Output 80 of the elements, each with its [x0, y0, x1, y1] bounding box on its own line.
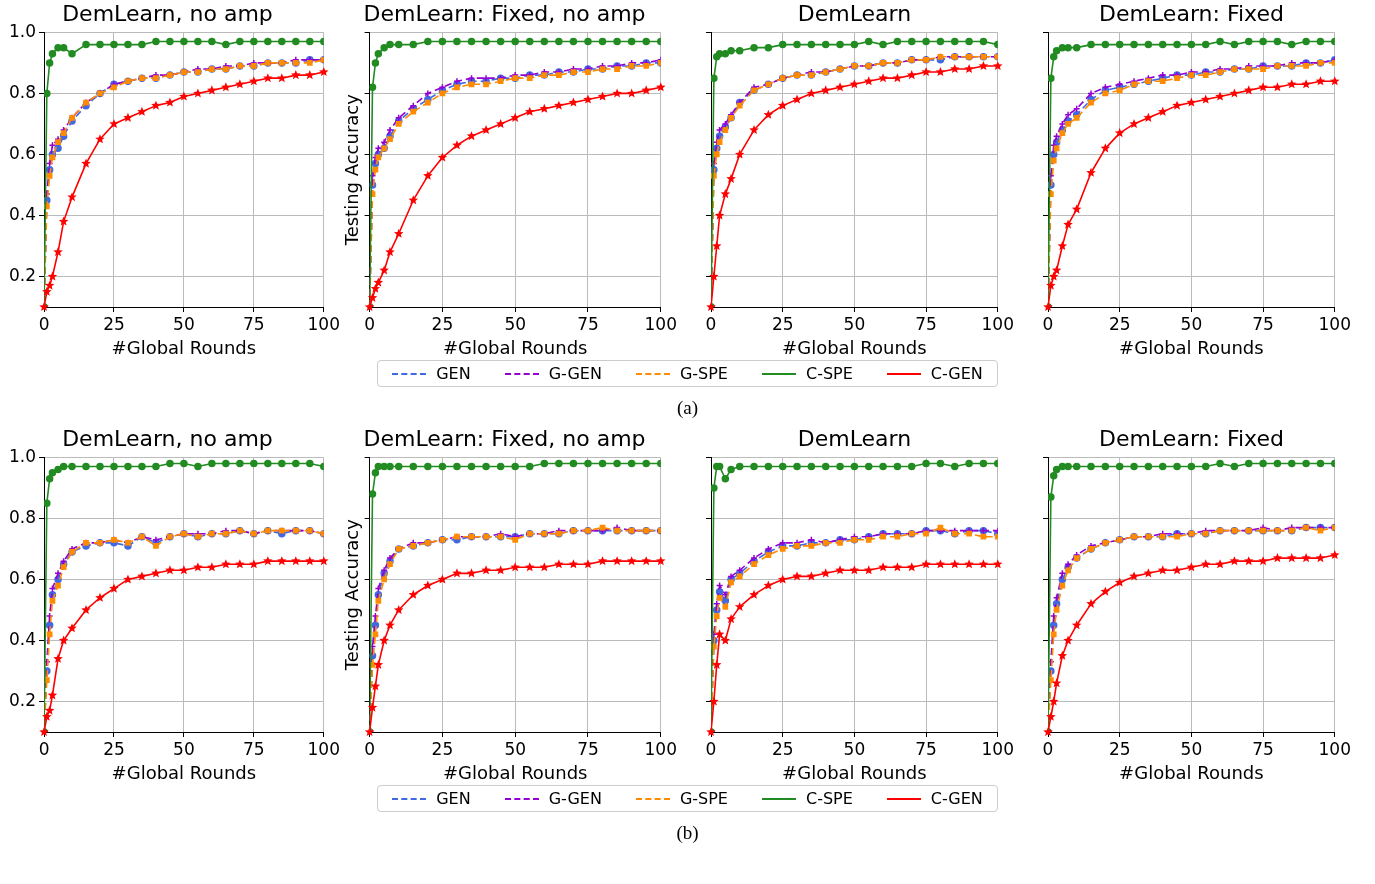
- x-tick-label: 50: [1180, 313, 1203, 334]
- x-tick-label: 100: [307, 738, 340, 759]
- x-tick-label: 50: [173, 313, 195, 334]
- x-tick-label: 50: [173, 738, 195, 759]
- y-tick-label: 0.6: [8, 142, 37, 163]
- x-tick-label: 0: [38, 738, 50, 759]
- y-tick-label: 0.4: [8, 628, 37, 649]
- x-tick-label: 75: [915, 313, 937, 334]
- x-tick-label: 25: [431, 313, 454, 334]
- x-tick-label: 0: [364, 313, 376, 334]
- chart-title: DemLearn: Fixed, no amp: [363, 425, 646, 451]
- y-tick-label: 1.0: [8, 445, 37, 466]
- x-tick-label: 25: [103, 313, 125, 334]
- x-tick-label: 50: [504, 313, 527, 334]
- x-axis-title: #Global Rounds: [782, 761, 927, 783]
- legend-label: G-SPE: [679, 364, 728, 383]
- x-tick-label: 50: [1180, 738, 1203, 759]
- x-tick-label: 25: [1108, 738, 1131, 759]
- x-tick-label: 75: [243, 738, 265, 759]
- y-tick-label: 0.8: [8, 81, 37, 102]
- x-tick-label: 100: [1318, 738, 1351, 759]
- y-axis-title: Testing Accuracy: [341, 93, 363, 247]
- x-tick-label: 50: [843, 313, 866, 334]
- x-axis-title: #Global Rounds: [111, 761, 257, 783]
- x-tick-label: 50: [504, 738, 527, 759]
- y-tick-label: 0.4: [8, 203, 37, 224]
- legend-label: C-GEN: [930, 789, 983, 808]
- y-tick-label: 0.2: [8, 264, 37, 285]
- x-tick-label: 75: [577, 313, 599, 334]
- x-tick-label: 0: [38, 313, 50, 334]
- x-tick-label: 100: [307, 313, 340, 334]
- chart-title: DemLearn: [797, 425, 912, 451]
- chart-title: DemLearn: [797, 0, 912, 26]
- text: (a): [676, 397, 699, 419]
- chart-title: DemLearn: Fixed: [1099, 425, 1284, 451]
- y-tick-label: 0.6: [8, 567, 37, 588]
- chart-title: DemLearn: Fixed, no amp: [363, 0, 646, 26]
- x-axis-title: #Global Rounds: [1119, 336, 1264, 358]
- text: (b): [676, 822, 699, 844]
- y-tick-label: 0.8: [8, 506, 37, 527]
- legend-label: GEN: [436, 789, 471, 808]
- x-tick-label: 0: [705, 313, 717, 334]
- x-tick-label: 0: [1042, 313, 1054, 334]
- chart-title: DemLearn, no amp: [62, 425, 273, 451]
- x-axis-title: #Global Rounds: [111, 336, 257, 358]
- x-tick-label: 75: [1252, 313, 1274, 334]
- legend-label: G-GEN: [548, 364, 602, 383]
- chart-title: DemLearn, no amp: [62, 0, 273, 26]
- x-tick-label: 25: [431, 738, 454, 759]
- x-tick-label: 75: [243, 313, 265, 334]
- x-tick-label: 0: [364, 738, 376, 759]
- x-tick-label: 100: [1318, 313, 1351, 334]
- x-tick-label: 100: [644, 738, 677, 759]
- x-tick-label: 0: [1042, 738, 1054, 759]
- x-axis-title: #Global Rounds: [1119, 761, 1264, 783]
- legend-label: GEN: [436, 364, 471, 383]
- x-tick-label: 25: [771, 313, 794, 334]
- x-tick-label: 75: [1252, 738, 1274, 759]
- legend-label: C-SPE: [805, 364, 853, 383]
- x-axis-title: #Global Rounds: [782, 336, 927, 358]
- legend-label: G-SPE: [679, 789, 728, 808]
- x-axis-title: #Global Rounds: [442, 761, 588, 783]
- legend-label: C-SPE: [805, 789, 853, 808]
- x-tick-label: 0: [705, 738, 717, 759]
- x-tick-label: 25: [103, 738, 125, 759]
- x-tick-label: 25: [771, 738, 794, 759]
- y-tick-label: 0.2: [8, 689, 37, 710]
- y-tick-label: 1.0: [8, 20, 37, 41]
- x-tick-label: 50: [843, 738, 866, 759]
- x-axis-title: #Global Rounds: [442, 336, 588, 358]
- legend-label: G-GEN: [548, 789, 602, 808]
- y-axis-title: Testing Accuracy: [341, 518, 363, 672]
- x-tick-label: 75: [915, 738, 937, 759]
- legend-label: C-GEN: [930, 364, 983, 383]
- x-tick-label: 100: [981, 738, 1014, 759]
- x-tick-label: 100: [644, 313, 677, 334]
- x-tick-label: 75: [577, 738, 599, 759]
- chart-title: DemLearn: Fixed: [1099, 0, 1284, 26]
- x-tick-label: 100: [981, 313, 1014, 334]
- x-tick-label: 25: [1108, 313, 1131, 334]
